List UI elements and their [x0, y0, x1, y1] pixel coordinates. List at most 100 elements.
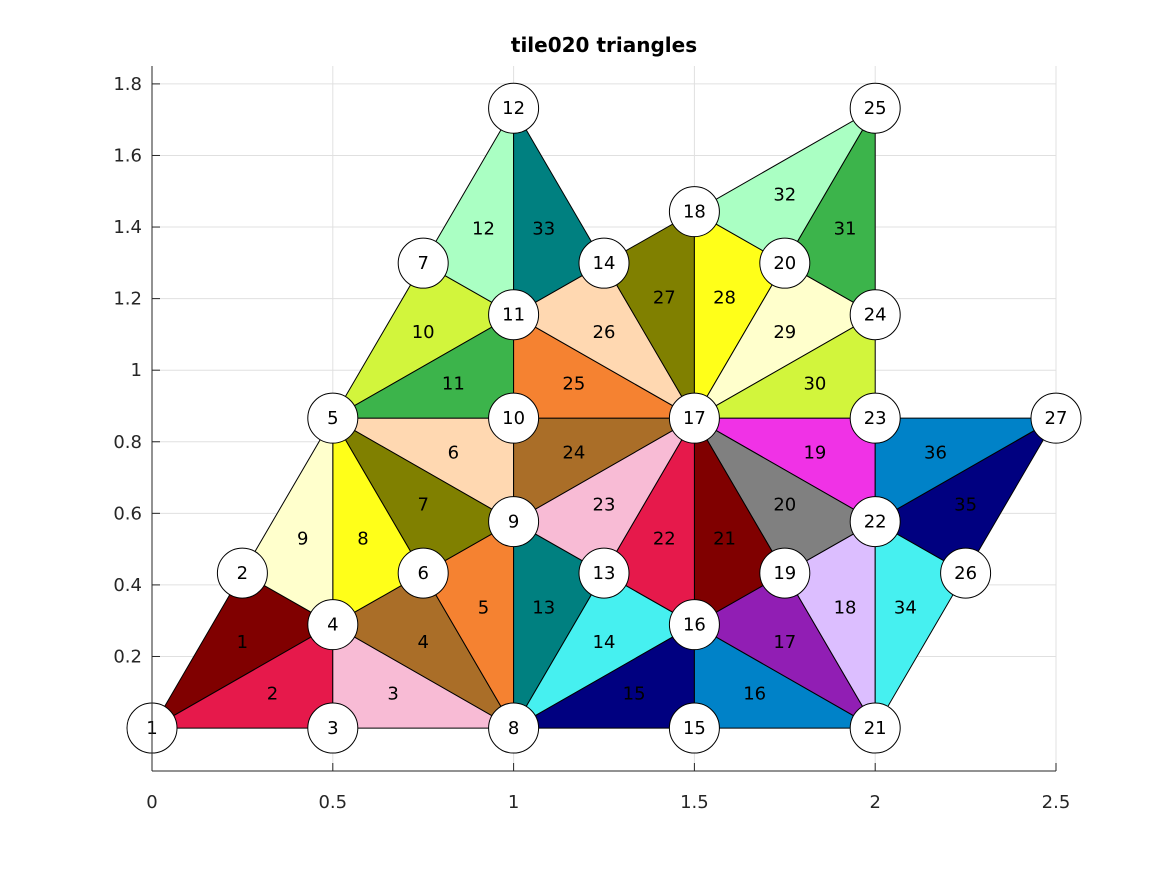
node-circle: [216, 547, 268, 599]
triangle-label: 19: [803, 443, 826, 464]
node-label: 2: [237, 563, 248, 584]
node-12: 12: [488, 82, 540, 134]
node-label: 5: [327, 408, 338, 429]
node-label: 10: [502, 408, 525, 429]
node-2: 2: [216, 547, 268, 599]
node-label: 13: [593, 563, 616, 584]
node-4: 4: [307, 599, 359, 651]
node-6: 6: [397, 547, 449, 599]
node-circle: [578, 237, 630, 289]
node-circle: [668, 599, 720, 651]
triangle-label: 14: [593, 632, 616, 653]
triangle-label: 27: [653, 288, 676, 309]
node-circle: [849, 702, 901, 754]
y-tick-label: 1: [131, 360, 142, 381]
node-circle: [578, 547, 630, 599]
triangle-label: 16: [743, 684, 766, 705]
triangle-label: 13: [532, 598, 555, 619]
node-circle: [668, 702, 720, 754]
node-label: 26: [954, 563, 977, 584]
node-23: 23: [849, 392, 901, 444]
triangle-label: 23: [593, 494, 616, 515]
node-circle: [759, 237, 811, 289]
node-circle: [488, 82, 540, 134]
triangle-label: 3: [387, 684, 398, 705]
node-circle: [488, 392, 540, 444]
x-tick-label: 0: [146, 792, 157, 813]
node-label: 18: [683, 202, 706, 223]
triangle-label: 7: [417, 494, 428, 515]
node-circle: [488, 289, 540, 341]
node-26: 26: [940, 547, 992, 599]
triangle-label: 33: [532, 219, 555, 240]
node-circle: [668, 392, 720, 444]
triangle-label: 28: [713, 288, 736, 309]
triangle-label: 31: [834, 219, 857, 240]
triangle-label: 24: [562, 443, 585, 464]
triangle-label: 15: [623, 684, 646, 705]
triangle-label: 21: [713, 529, 736, 550]
node-label: 15: [683, 718, 706, 739]
node-5: 5: [307, 392, 359, 444]
node-11: 11: [488, 289, 540, 341]
node-label: 17: [683, 408, 706, 429]
triangle-label: 5: [478, 598, 489, 619]
node-circle: [849, 289, 901, 341]
axes: 0 0.5 1 1.5 2 2.5 0.2 0.4 0.6 0.8 1 1.2 1.4 1.6 1.8: [113, 66, 1070, 813]
node-label: 4: [327, 615, 338, 636]
x-tick-label: 2.5: [1042, 792, 1071, 813]
node-label: 19: [773, 563, 796, 584]
node-label: 27: [1045, 408, 1068, 429]
triangle-label: 2: [267, 684, 278, 705]
triangle-label: 36: [924, 443, 947, 464]
triangle-label: 26: [593, 322, 616, 343]
node-17: 17: [668, 392, 720, 444]
triangle-label: 1: [237, 632, 248, 653]
node-3: 3: [307, 702, 359, 754]
node-22: 22: [849, 496, 901, 548]
y-tick-label: 0.8: [113, 432, 142, 453]
node-9: 9: [488, 496, 540, 548]
node-label: 24: [864, 305, 887, 326]
triangles-layer: [150, 106, 1058, 730]
node-21: 21: [849, 702, 901, 754]
triangle-label: 22: [653, 529, 676, 550]
node-label: 23: [864, 408, 887, 429]
y-tick-label: 1.6: [113, 145, 142, 166]
node-circle: [849, 392, 901, 444]
y-tick-label: 0.4: [113, 575, 142, 596]
triangle-36: [874, 417, 1058, 523]
node-27: 27: [1030, 392, 1082, 444]
y-tick-label: 1.4: [113, 217, 142, 238]
triangle-label: 9: [297, 529, 308, 550]
node-label: 7: [417, 253, 428, 274]
triangle-label: 6: [448, 443, 459, 464]
node-13: 13: [578, 547, 630, 599]
node-20: 20: [759, 237, 811, 289]
triangle-label: 25: [562, 374, 585, 395]
triangle-label: 8: [357, 529, 368, 550]
node-circle: [397, 547, 449, 599]
node-label: 8: [508, 718, 519, 739]
triangle-label: 17: [773, 632, 796, 653]
x-tick-label: 0.5: [318, 792, 347, 813]
node-label: 14: [593, 253, 616, 274]
node-label: 12: [502, 98, 525, 119]
node-label: 20: [773, 253, 796, 274]
node-18: 18: [668, 186, 720, 238]
y-tick-label: 0.6: [113, 503, 142, 524]
node-circle: [307, 599, 359, 651]
triangle-label: 35: [954, 494, 977, 515]
node-circle: [307, 702, 359, 754]
triangle-label: 20: [773, 494, 796, 515]
triangle-label: 12: [472, 219, 495, 240]
node-15: 15: [668, 702, 720, 754]
node-label: 21: [864, 718, 887, 739]
node-label: 6: [417, 563, 428, 584]
triangle-label: 18: [834, 598, 857, 619]
triangle-label: 30: [803, 374, 826, 395]
x-tick-label: 2: [869, 792, 880, 813]
node-label: 11: [502, 305, 525, 326]
node-10: 10: [488, 392, 540, 444]
